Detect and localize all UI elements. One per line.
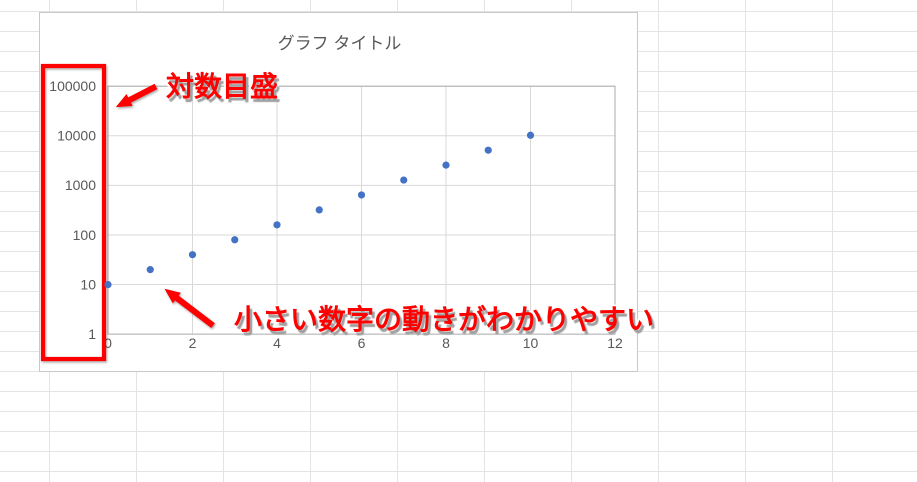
svg-text:10: 10: [80, 277, 96, 293]
svg-text:100000: 100000: [49, 78, 96, 94]
svg-text:10000: 10000: [57, 128, 96, 144]
svg-text:2: 2: [189, 335, 197, 351]
svg-text:1: 1: [88, 326, 96, 342]
svg-text:1000: 1000: [65, 177, 96, 193]
svg-text:100: 100: [73, 227, 97, 243]
